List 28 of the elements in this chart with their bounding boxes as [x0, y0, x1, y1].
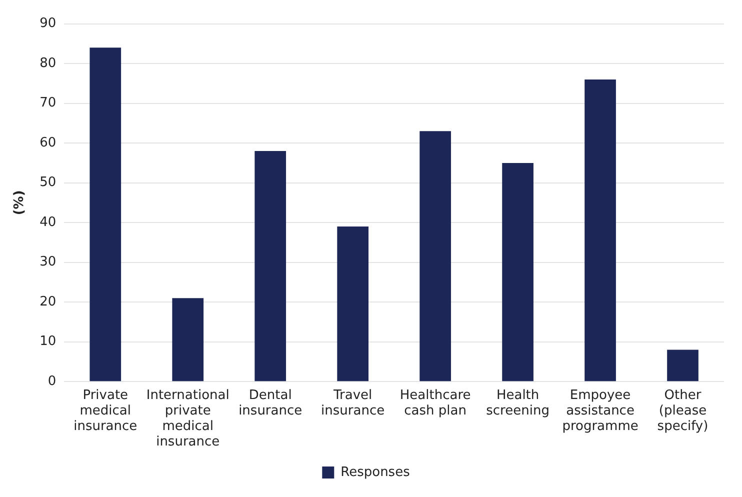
legend-label: Responses: [340, 464, 410, 480]
y-tick-label: 80: [40, 56, 56, 71]
y-axis-title: (%): [12, 190, 28, 216]
bar: [502, 162, 534, 382]
y-tick-label: 30: [40, 254, 56, 270]
y-tick-label: 10: [40, 334, 56, 350]
x-tick-label: International private medical insurance: [146, 388, 230, 450]
x-tick-label: Empoyee assistance programme: [562, 388, 638, 434]
x-tick-label: Healthcare cash plan: [400, 388, 471, 418]
x-tick-label: Dental insurance: [238, 388, 302, 418]
y-tick-label: 60: [40, 135, 56, 150]
x-tick-label: Other (please specify): [657, 388, 708, 434]
y-tick-label: 90: [40, 16, 56, 32]
bar: [172, 298, 204, 382]
x-tick-label: Health screening: [486, 388, 550, 418]
bar: [337, 226, 368, 382]
y-tick-label: 40: [40, 214, 56, 230]
bar: [667, 350, 698, 382]
y-tick-label: 70: [40, 96, 56, 111]
x-tick-label: Travel insurance: [321, 388, 385, 418]
x-tick-label: Private medical insurance: [74, 388, 138, 434]
bar: [254, 151, 286, 382]
bar: [420, 131, 451, 382]
y-tick-label: 20: [40, 294, 56, 310]
bar: [584, 79, 616, 382]
y-tick-label: 50: [40, 175, 56, 190]
bar: [90, 48, 122, 382]
y-tick-label: 0: [48, 374, 56, 389]
